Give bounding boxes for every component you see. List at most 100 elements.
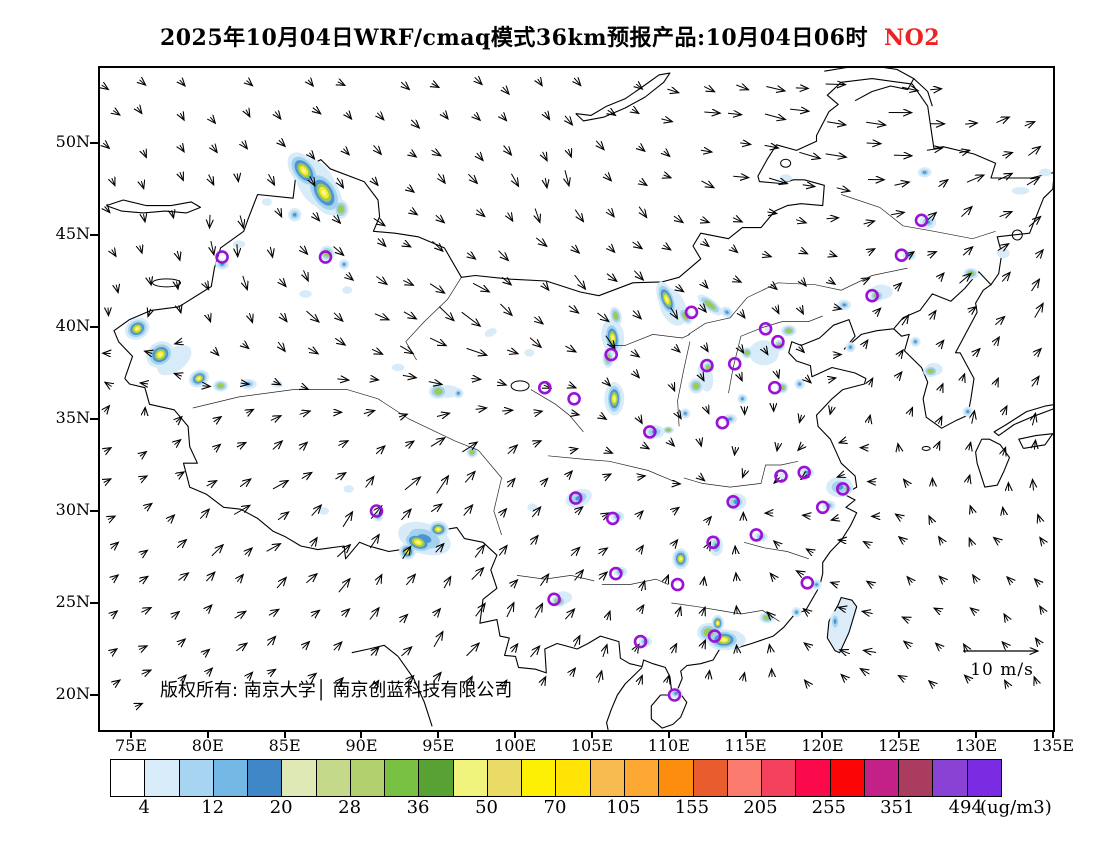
wind-arrow bbox=[994, 538, 1000, 543]
wind-arrow bbox=[472, 282, 489, 292]
wind-arrow bbox=[801, 280, 806, 286]
wind-arrow bbox=[790, 109, 809, 111]
wind-arrow bbox=[1032, 413, 1035, 426]
wind-arrow bbox=[969, 442, 971, 450]
wind-arrow bbox=[369, 535, 379, 549]
wind-arrow bbox=[545, 177, 547, 188]
wind-arrow bbox=[140, 383, 148, 384]
concentration-blob bbox=[337, 204, 345, 214]
wind-arrow bbox=[700, 304, 706, 312]
wind-arrow bbox=[1034, 349, 1041, 356]
wind-arrow bbox=[740, 312, 745, 318]
wind-arrow bbox=[211, 545, 223, 557]
concentration-blob bbox=[319, 507, 329, 515]
lat-tick bbox=[90, 234, 98, 236]
wind-arrow bbox=[504, 145, 512, 156]
wind-arrow bbox=[806, 549, 813, 553]
wind-arrow bbox=[400, 615, 408, 623]
lon-label-135E: 135E bbox=[1031, 736, 1075, 755]
wind-arrow bbox=[234, 611, 246, 618]
lat-label-45N: 45N bbox=[55, 224, 90, 243]
wind-arrow bbox=[148, 309, 151, 317]
wind-arrow bbox=[641, 581, 644, 592]
wind-arrow bbox=[110, 649, 117, 654]
wind-arrow bbox=[633, 270, 643, 280]
wind-arrow bbox=[632, 242, 643, 249]
wind-arrow bbox=[838, 540, 846, 541]
wind-arrow bbox=[369, 608, 379, 620]
colorbar-label-255: 255 bbox=[811, 797, 847, 818]
lake-outline bbox=[780, 158, 792, 168]
wind-arrow bbox=[104, 479, 111, 483]
wind-arrow bbox=[608, 209, 614, 217]
wind-arrow bbox=[243, 275, 248, 290]
wind-arrow bbox=[639, 605, 643, 612]
wind-arrow bbox=[337, 379, 349, 380]
wind-arrow bbox=[212, 145, 218, 153]
wind-arrow bbox=[535, 237, 547, 246]
wind-arrow bbox=[304, 270, 309, 281]
wind-arrow bbox=[761, 254, 771, 257]
wind-arrow bbox=[875, 308, 881, 314]
wind-arrow bbox=[430, 504, 442, 512]
concentration-blob bbox=[665, 428, 671, 432]
wind-arrow bbox=[633, 311, 641, 319]
concentration-blob bbox=[434, 388, 443, 395]
wind-arrow bbox=[502, 410, 513, 411]
wind-arrow bbox=[672, 507, 679, 512]
wind-arrow bbox=[466, 347, 487, 355]
lon-label-100E: 100E bbox=[494, 736, 537, 755]
wind-arrow bbox=[1028, 217, 1041, 227]
wind-arrow bbox=[180, 113, 184, 120]
wind-arrow bbox=[275, 112, 281, 119]
wind-arrow bbox=[105, 207, 110, 213]
wind-arrow bbox=[926, 148, 943, 150]
wind-arrow bbox=[139, 576, 148, 582]
city-marker-guiyang bbox=[608, 566, 623, 581]
lon-tick bbox=[360, 730, 363, 738]
wind-arrow bbox=[174, 440, 180, 445]
lon-tick bbox=[437, 730, 440, 738]
city-marker-lanzhou bbox=[567, 391, 581, 406]
wind-arrow bbox=[363, 411, 375, 414]
lon-label-110E: 110E bbox=[647, 736, 690, 755]
lon-tick bbox=[590, 730, 593, 738]
wind-arrow bbox=[334, 642, 342, 650]
wind-arrow bbox=[764, 145, 779, 148]
lon-tick bbox=[130, 730, 132, 738]
wind-arrow bbox=[898, 676, 905, 680]
wind-arrow bbox=[828, 280, 835, 284]
wind-arrow bbox=[969, 307, 977, 313]
myanmar-coast-outline bbox=[397, 656, 433, 727]
lon-tick bbox=[744, 730, 747, 738]
wind-arrow bbox=[673, 216, 683, 223]
province-border bbox=[405, 277, 462, 361]
wind-arrow bbox=[959, 150, 970, 153]
lat-label-25N: 25N bbox=[55, 592, 90, 611]
wind-arrow bbox=[962, 374, 965, 382]
wind-arrow bbox=[311, 610, 319, 616]
wind-arrow bbox=[543, 152, 548, 161]
wind-arrow bbox=[970, 506, 973, 514]
wind-arrow bbox=[831, 582, 839, 585]
colorbar-label-28: 28 bbox=[338, 797, 362, 818]
wind-arrow bbox=[247, 81, 253, 86]
concentration-blob bbox=[416, 540, 421, 544]
wind-arrow bbox=[771, 284, 777, 289]
wind-arrow bbox=[731, 247, 737, 252]
wind-arrow bbox=[301, 386, 308, 389]
colorbar-segment bbox=[486, 760, 522, 796]
wind-arrow bbox=[141, 181, 143, 189]
wind-arrow bbox=[633, 371, 639, 378]
wind-arrow bbox=[168, 515, 175, 522]
wind-arrow bbox=[869, 378, 873, 385]
wind-arrow bbox=[402, 375, 416, 377]
lat-tick bbox=[90, 142, 98, 144]
wind-arrow bbox=[306, 574, 317, 584]
wind-arrow bbox=[370, 379, 378, 380]
wind-arrow bbox=[211, 240, 214, 255]
wind-vector-layer bbox=[102, 77, 1045, 706]
lon-label-80E: 80E bbox=[191, 736, 224, 755]
wind-arrow bbox=[565, 170, 569, 186]
wind-arrow bbox=[401, 82, 409, 90]
